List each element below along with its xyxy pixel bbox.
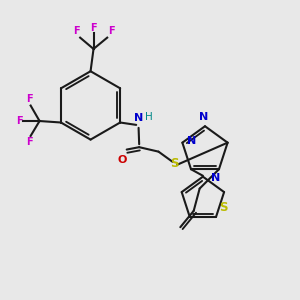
Text: F: F [26,94,33,104]
Text: F: F [90,22,97,33]
Text: F: F [16,116,22,126]
Text: O: O [118,155,127,166]
Text: F: F [108,26,115,37]
Text: N: N [187,136,196,146]
Text: N: N [134,113,143,123]
Text: F: F [26,137,33,147]
Text: F: F [73,26,79,37]
Text: H: H [145,112,153,122]
Text: N: N [199,112,208,122]
Text: S: S [171,157,179,170]
Text: S: S [219,201,227,214]
Text: N: N [212,173,220,183]
